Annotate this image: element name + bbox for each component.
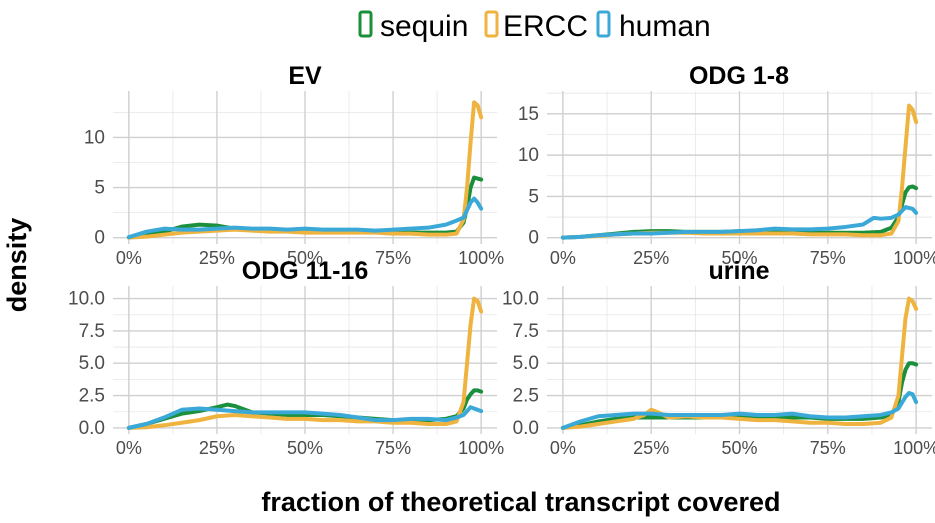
series-line-ercc [560,296,919,430]
y-tick-label: 10 [518,145,539,166]
x-tick-label: 25% [199,438,235,458]
legend-label-ercc: ERCC [503,10,588,43]
legend-key-ercc [484,10,499,38]
legend-key-human [596,10,611,38]
x-tick-label: 50% [287,438,323,458]
panel-title: ODG 11-16 [242,257,368,285]
y-tick-label: 0.0 [79,418,105,439]
y-tick-label: 10.0 [502,289,539,310]
x-tick-label: 0% [116,248,142,268]
x-tick-label: 50% [287,248,323,268]
legend-label-human: human [619,10,711,43]
x-tick-label: 100% [893,248,935,268]
x-tick-label: 100% [893,438,935,458]
x-tick-label: 25% [633,248,669,268]
y-tick-label: 0.0 [513,418,539,439]
x-tick-label: 0% [550,438,576,458]
y-tick-label: 10 [84,127,105,148]
x-tick-label: 50% [721,438,757,458]
legend-key-sequin [358,10,373,38]
panel-title: ODG 1-8 [689,62,789,90]
series-line-human [126,405,484,430]
panel-title: urine [708,257,769,285]
y-tick-label: 15 [518,104,539,125]
x-tick-label: 25% [633,438,669,458]
series-line-ercc [126,100,484,240]
panel-ev: EV 0% 25% 50% 75% 100% 0 5 10 [84,62,504,268]
series-line-ercc [126,296,484,430]
x-tick-label: 75% [375,438,411,458]
x-tick-label: 50% [721,248,757,268]
legend: sequin ERCC human [358,10,711,43]
y-tick-label: 2.5 [79,386,105,407]
y-tick-label: 0 [528,228,539,249]
x-tick-label: 75% [810,248,846,268]
series-line-human [126,196,484,240]
x-tick-label: 100% [458,248,504,268]
y-tick-label: 5 [94,178,105,199]
x-tick-label: 0% [550,248,576,268]
series-line-human [560,205,919,240]
y-tick-label: 0 [94,228,105,249]
x-tick-label: 0% [116,438,142,458]
x-tick-label: 75% [810,438,846,458]
series-line-human [560,390,919,430]
x-tick-label: 25% [199,248,235,268]
x-tick-label: 100% [458,438,504,458]
y-tick-label: 5 [528,186,539,207]
y-axis-title: density [2,218,32,313]
panel-odg-1-8: ODG 1-8 0% 25% 50% 75% 100% 0 5 10 15 [518,62,935,268]
y-tick-label: 5.0 [513,353,539,374]
y-tick-label: 5.0 [79,353,105,374]
panel-title: EV [288,62,322,90]
y-tick-label: 7.5 [79,321,105,342]
y-tick-label: 7.5 [513,321,539,342]
panel-odg-11-16: ODG 11-16 0% 25% 50% 75% 100% 0.0 2.5 5.0 7.5 10.0 [68,257,504,458]
panel-urine: urine 0% 25% 50% 75% 100% 0.0 2.5 5.0 7.5 10.0 [502,257,935,458]
x-tick-label: 75% [375,248,411,268]
x-axis-title: fraction of theoretical transcript cover… [261,487,780,517]
legend-label-sequin: sequin [380,10,468,43]
y-tick-label: 10.0 [68,289,105,310]
y-tick-label: 2.5 [513,386,539,407]
